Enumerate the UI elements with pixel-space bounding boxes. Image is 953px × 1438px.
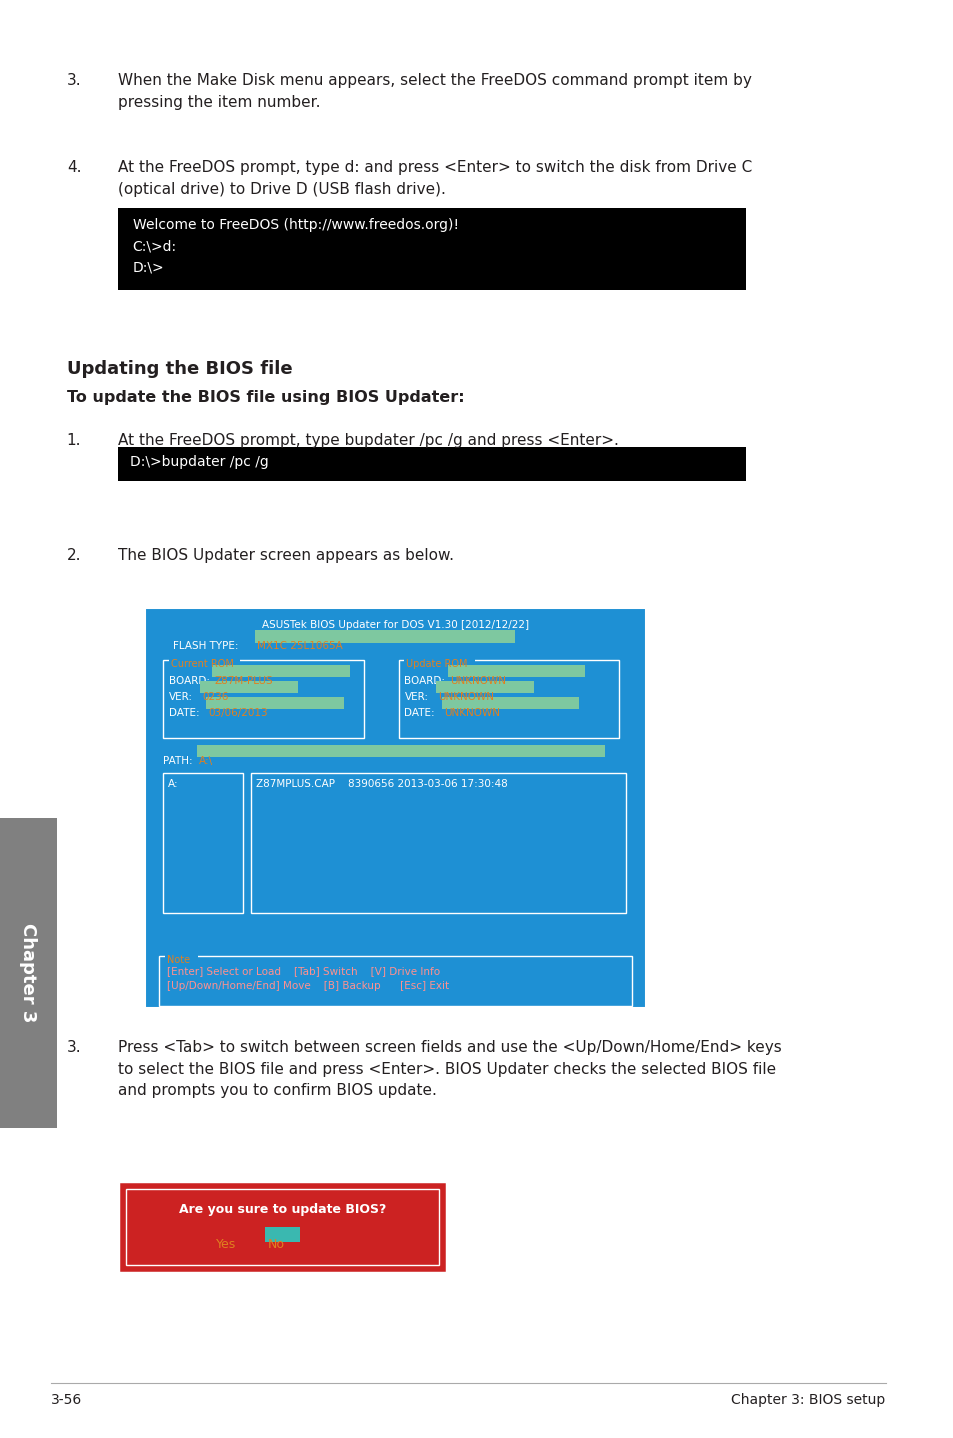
Bar: [436, 682, 534, 693]
Bar: [145, 608, 645, 1008]
Text: A:\: A:\: [199, 756, 213, 766]
Bar: [197, 745, 604, 756]
Bar: [206, 697, 343, 709]
Bar: [117, 447, 745, 480]
Bar: [159, 956, 632, 1007]
Bar: [117, 209, 745, 290]
Text: [Up/Down/Home/End] Move    [B] Backup      [Esc] Exit: [Up/Down/Home/End] Move [B] Backup [Esc]…: [167, 981, 449, 991]
Text: DATE:: DATE:: [404, 707, 435, 718]
Text: Updating the BIOS file: Updating the BIOS file: [67, 360, 292, 378]
Text: MX1C 25L1065A: MX1C 25L1065A: [257, 641, 343, 651]
Text: Press <Tab> to switch between screen fields and use the <Up/Down/Home/End> keys
: Press <Tab> to switch between screen fie…: [117, 1040, 781, 1099]
Bar: [441, 697, 578, 709]
Text: 3.: 3.: [67, 73, 81, 88]
Text: Z87M-PLUS: Z87M-PLUS: [213, 676, 273, 686]
Text: FLASH TYPE:: FLASH TYPE:: [172, 641, 238, 651]
Text: 2.: 2.: [67, 548, 81, 564]
Text: 1.: 1.: [67, 433, 81, 449]
Bar: [169, 654, 239, 664]
Text: D:\>bupdater /pc /g: D:\>bupdater /pc /g: [130, 454, 268, 469]
Text: DATE:: DATE:: [169, 707, 199, 718]
Text: Welcome to FreeDOS (http://www.freedos.org)!
C:\>d:
D:\>: Welcome to FreeDOS (http://www.freedos.o…: [132, 219, 458, 275]
Text: [Enter] Select or Load    [Tab] Switch    [V] Drive Info: [Enter] Select or Load [Tab] Switch [V] …: [167, 966, 439, 976]
Text: UNKNOWN: UNKNOWN: [443, 707, 499, 718]
Text: UNKNOWN: UNKNOWN: [449, 676, 505, 686]
Bar: [398, 660, 618, 738]
Text: ASUSTek BIOS Updater for DOS V1.30 [2012/12/22]: ASUSTek BIOS Updater for DOS V1.30 [2012…: [262, 620, 529, 630]
Text: Current ROM: Current ROM: [171, 659, 233, 669]
Text: VER:: VER:: [169, 692, 193, 702]
Text: No: No: [268, 1238, 285, 1251]
Text: Chapter 3: BIOS setup: Chapter 3: BIOS setup: [731, 1393, 884, 1406]
Bar: [265, 1227, 300, 1242]
Bar: [126, 1189, 438, 1265]
Text: Chapter 3: Chapter 3: [19, 923, 37, 1022]
Bar: [117, 1181, 446, 1273]
Text: Yes: Yes: [215, 1238, 236, 1251]
Text: 4.: 4.: [67, 160, 81, 175]
Text: UNKNOWN: UNKNOWN: [437, 692, 494, 702]
Text: Note: Note: [167, 955, 190, 965]
Bar: [447, 664, 584, 677]
Bar: [200, 682, 298, 693]
Bar: [212, 664, 349, 677]
Text: 3-56: 3-56: [51, 1393, 82, 1406]
Text: 03/06/2013: 03/06/2013: [208, 707, 268, 718]
Bar: [163, 774, 243, 913]
Text: At the FreeDOS prompt, type bupdater /pc /g and press <Enter>.: At the FreeDOS prompt, type bupdater /pc…: [117, 433, 618, 449]
Bar: [255, 630, 515, 643]
Text: Update ROM: Update ROM: [406, 659, 468, 669]
Text: 0236: 0236: [202, 692, 229, 702]
Text: When the Make Disk menu appears, select the FreeDOS command prompt item by
press: When the Make Disk menu appears, select …: [117, 73, 751, 109]
Bar: [163, 660, 364, 738]
Text: BOARD:: BOARD:: [169, 676, 210, 686]
Text: VER:: VER:: [404, 692, 428, 702]
Text: Are you sure to update BIOS?: Are you sure to update BIOS?: [178, 1204, 386, 1217]
Text: PATH:: PATH:: [163, 756, 193, 766]
Bar: [165, 951, 198, 961]
Text: A:: A:: [168, 779, 178, 789]
Text: BOARD:: BOARD:: [404, 676, 445, 686]
Bar: [404, 654, 475, 664]
Bar: [251, 774, 626, 913]
Text: At the FreeDOS prompt, type d: and press <Enter> to switch the disk from Drive C: At the FreeDOS prompt, type d: and press…: [117, 160, 751, 197]
Text: Z87MPLUS.CAP    8390656 2013-03-06 17:30:48: Z87MPLUS.CAP 8390656 2013-03-06 17:30:48: [256, 779, 507, 789]
Text: 3.: 3.: [67, 1040, 81, 1055]
Bar: [0, 818, 57, 1127]
Text: To update the BIOS file using BIOS Updater:: To update the BIOS file using BIOS Updat…: [67, 390, 464, 406]
Text: The BIOS Updater screen appears as below.: The BIOS Updater screen appears as below…: [117, 548, 454, 564]
